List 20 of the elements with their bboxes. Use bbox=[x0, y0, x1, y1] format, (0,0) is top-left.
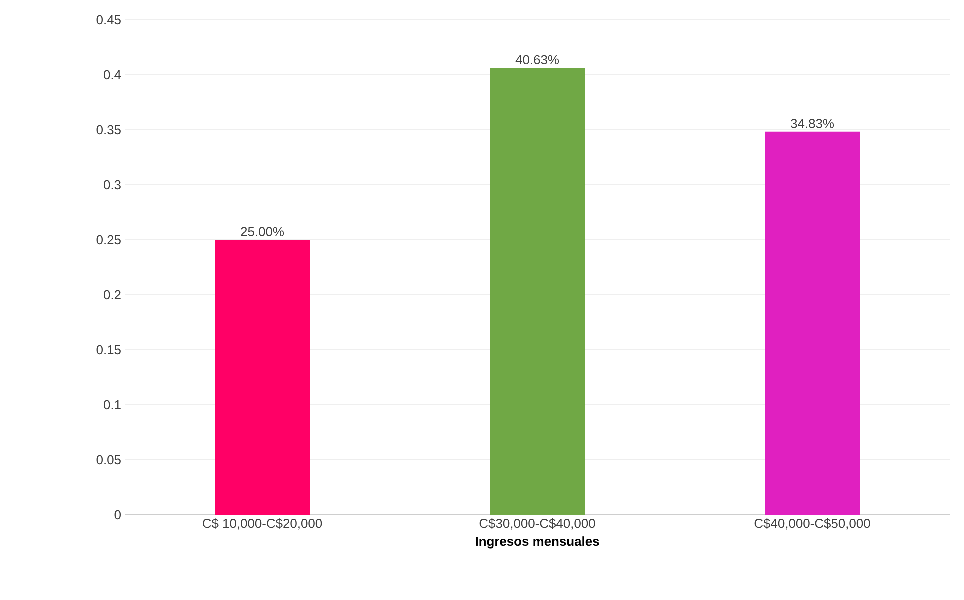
bar bbox=[490, 68, 586, 515]
y-tick-label: 0.35 bbox=[96, 125, 121, 135]
y-tick-label: 0.4 bbox=[104, 70, 122, 80]
data-label: 25.00% bbox=[241, 227, 284, 236]
y-tick-label: 0.45 bbox=[96, 15, 121, 25]
y-tick-label: 0.15 bbox=[96, 345, 121, 355]
x-tick-label: C$ 10,000-C$20,000 bbox=[203, 518, 322, 530]
y-tick-label: 0.1 bbox=[104, 400, 121, 410]
bar bbox=[215, 240, 310, 515]
data-label: 40.63% bbox=[516, 55, 560, 65]
data-label: 34.83% bbox=[791, 119, 834, 128]
x-tick-label: C$30,000-C$40,000 bbox=[480, 518, 596, 530]
y-tick-label: 0.2 bbox=[104, 290, 121, 300]
y-tick-label: 0.05 bbox=[96, 455, 121, 465]
y-tick-label: 0.25 bbox=[96, 235, 121, 245]
y-tick-label: 0 bbox=[114, 510, 121, 520]
x-tick-label: C$40,000-C$50,000 bbox=[754, 518, 870, 530]
y-tick-label: 0.3 bbox=[104, 180, 121, 190]
x-axis-title: Ingresos mensuales bbox=[476, 536, 600, 549]
bar bbox=[765, 132, 860, 515]
